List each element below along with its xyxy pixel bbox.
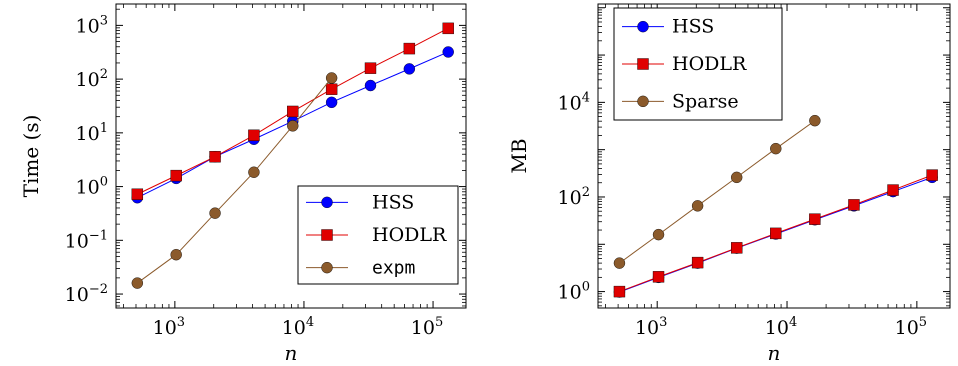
data-point-hodlr	[403, 42, 416, 55]
data-point-sparse	[652, 228, 665, 241]
x-axis-title: n	[285, 341, 298, 365]
data-point-hss	[442, 46, 454, 58]
data-point-hss	[325, 96, 338, 109]
y-tick-label: 10−1	[65, 228, 108, 252]
x-tick-label: 104	[282, 315, 314, 339]
data-point-hodlr	[325, 83, 338, 95]
data-point-expm	[131, 277, 144, 289]
data-point-hodlr	[926, 169, 938, 181]
legend: HSS HODLR Sparse	[613, 7, 783, 121]
y-tick-label: 103	[76, 13, 108, 37]
legend-marker-circle	[321, 196, 333, 209]
data-point-hss	[364, 79, 377, 92]
legend-marker-square	[321, 229, 333, 241]
data-point-hodlr	[613, 285, 626, 298]
y-tick-label: 10−2	[65, 282, 108, 306]
x-tick-label: 104	[765, 315, 797, 339]
data-point-hodlr	[442, 22, 454, 35]
data-point-sparse	[809, 114, 821, 127]
y-axis-title: MB	[507, 138, 531, 173]
data-point-sparse	[730, 171, 743, 184]
legend-label-hss: HSS	[672, 16, 714, 38]
data-point-hss	[403, 63, 416, 75]
y-tick-label: 102	[76, 67, 108, 91]
legend-label-sparse: Sparse	[672, 90, 739, 112]
x-tick-label: 105	[895, 315, 927, 339]
x-tick-label: 105	[411, 315, 443, 339]
data-point-expm	[325, 72, 338, 84]
data-point-expm	[248, 166, 260, 178]
data-point-hodlr	[770, 227, 782, 240]
legend-label-hss: HSS	[372, 191, 414, 213]
y-tick-label: 104	[558, 90, 590, 114]
data-point-hodlr	[364, 62, 377, 74]
data-point-sparse	[770, 142, 782, 155]
data-point-hodlr	[209, 150, 221, 163]
legend-label-hodlr: HODLR	[372, 224, 447, 246]
legend-label-hodlr: HODLR	[672, 53, 747, 75]
chart-panel-1: 103 104 105 10−2 10−1 100 101 102 103 n Time (s) HS…	[19, 3, 467, 365]
legend: HSS HODLR expm	[297, 185, 459, 285]
legend-marker-square	[637, 58, 649, 70]
data-point-expm	[170, 248, 182, 261]
data-point-hodlr	[887, 184, 899, 196]
data-point-hodlr	[652, 271, 665, 283]
y-tick-label: 101	[76, 121, 108, 145]
series-line-sparse	[619, 120, 816, 264]
data-point-expm	[209, 207, 221, 219]
data-point-expm	[287, 120, 299, 132]
data-point-hodlr	[170, 169, 182, 182]
data-point-hodlr	[248, 129, 260, 142]
x-tick-label: 103	[153, 315, 185, 339]
data-point-hodlr	[730, 242, 743, 254]
data-point-hodlr	[131, 188, 144, 200]
data-point-sparse	[691, 200, 704, 212]
plot-frame	[115, 3, 467, 309]
data-point-hodlr	[691, 256, 704, 269]
legend-marker-circle	[637, 20, 649, 33]
legend-label-expm: expm	[372, 258, 415, 279]
x-tick-label: 103	[635, 315, 667, 339]
legend-marker-circle	[637, 95, 649, 108]
data-point-hodlr	[287, 105, 299, 118]
x-axis-title: n	[768, 341, 781, 365]
plot-frame	[597, 3, 951, 309]
y-axis-title: Time (s)	[19, 115, 43, 198]
data-point-hodlr	[809, 213, 821, 225]
data-point-sparse	[613, 257, 626, 269]
y-tick-label: 100	[558, 280, 590, 304]
series-line-expm	[137, 77, 333, 284]
y-tick-label: 100	[76, 175, 108, 199]
data-point-hodlr	[848, 199, 860, 211]
y-tick-label: 102	[558, 185, 590, 209]
legend-marker-circle	[321, 261, 333, 274]
